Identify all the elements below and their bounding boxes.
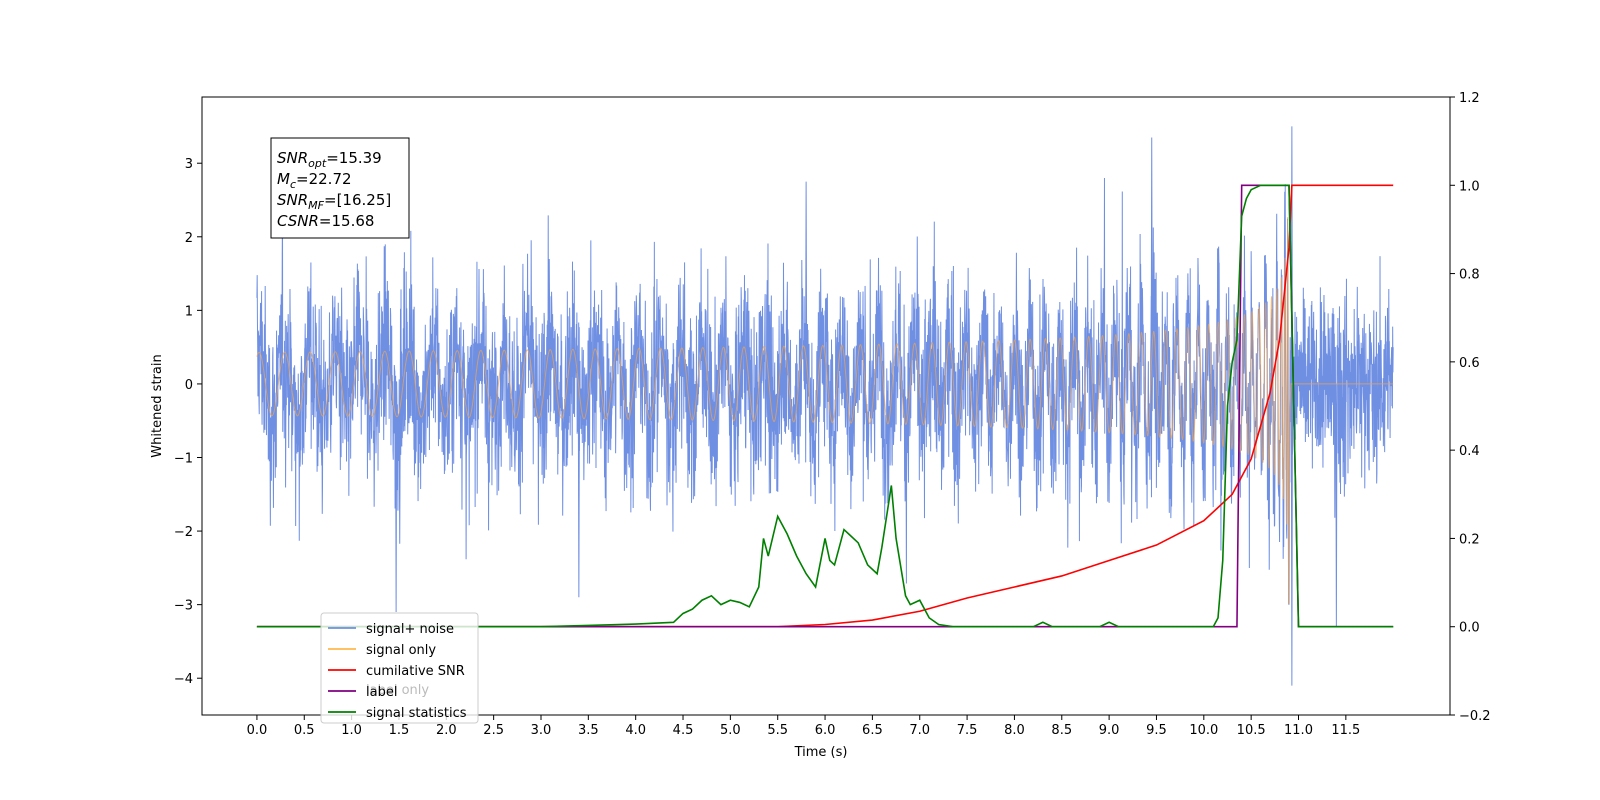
x-tick-label: 11.0: [1284, 723, 1313, 738]
x-axis-ticks: 0.0 0.5 1.0 1.5 2.0 2.5 3.0 3.5 4.0 4.5 5.0 5.5 6.0 6…: [247, 715, 1360, 738]
x-tick-label: 10.0: [1189, 723, 1218, 738]
stats-box-text: SNRopt=15.39 Mc=22.72 SNRMF=[16.25] CSNR=15…: [277, 149, 391, 230]
left-y-axis-title: Whitened strain: [150, 354, 165, 457]
stats-value: =22.72: [296, 170, 352, 188]
left-y-tick-label: −3: [174, 599, 193, 614]
legend-hidden-entry: label only: [366, 683, 429, 698]
left-y-tick-label: −4: [174, 672, 193, 687]
right-y-tick-label: 0.6: [1459, 356, 1480, 371]
left-y-tick-label: −1: [174, 452, 193, 467]
right-y-tick-label: 0.4: [1459, 444, 1480, 459]
right-y-tick-label: 0.2: [1459, 532, 1480, 547]
legend-items: signal+ noise signal only cumilative SNR la…: [328, 622, 467, 721]
stats-subscript: c: [290, 178, 296, 191]
series-layer: [256, 126, 1394, 686]
x-tick-label: 6.5: [862, 723, 883, 738]
x-tick-label: 7.5: [957, 723, 978, 738]
legend-label: signal only: [366, 643, 436, 658]
left-y-tick-label: 3: [185, 157, 193, 172]
stats-subscript: opt: [308, 157, 327, 170]
legend-label: signal statistics: [366, 706, 467, 721]
x-tick-label: 0.5: [294, 723, 315, 738]
x-tick-label: 10.5: [1237, 723, 1266, 738]
x-tick-label: 6.0: [815, 723, 836, 738]
series-line-cumilative-snr: [256, 184, 1394, 628]
stats-symbol: CSNR: [277, 212, 319, 230]
right-y-tick-label: 1.0: [1459, 179, 1480, 194]
legend-label: cumilative SNR: [366, 664, 465, 679]
stats-box: SNRopt=15.39 Mc=22.72 SNRMF=[16.25] CSNR=15…: [270, 137, 410, 239]
left-y-tick-label: 1: [185, 304, 193, 319]
x-tick-label: 7.0: [909, 723, 930, 738]
x-tick-label: 1.5: [389, 723, 410, 738]
x-tick-label: 3.0: [531, 723, 552, 738]
series-line-signal-noise: [256, 126, 1394, 686]
legend-label: label: [366, 685, 397, 700]
stats-subscript: MF: [308, 199, 324, 212]
legend: label only signal+ noise signal only cumil…: [320, 612, 479, 724]
stats-symbol: SNR: [277, 149, 308, 167]
x-tick-label: 2.0: [436, 723, 457, 738]
stats-symbol: SNR: [277, 191, 308, 209]
right-y-tick-label: 1.2: [1459, 91, 1480, 106]
x-tick-label: 9.5: [1146, 723, 1167, 738]
x-tick-label: 2.5: [483, 723, 504, 738]
plot-frame: [201, 96, 1451, 716]
right-y-axis-ticks: 1.2 1.0 0.8 0.6 0.4 0.2 0.0 −0.2: [1450, 91, 1491, 724]
x-tick-label: 1.0: [341, 723, 362, 738]
x-tick-label: 0.0: [247, 723, 268, 738]
stats-value: =[16.25]: [324, 191, 391, 209]
right-y-tick-label: −0.2: [1459, 709, 1491, 724]
x-tick-label: 5.5: [767, 723, 788, 738]
right-y-tick-label: 0.8: [1459, 268, 1480, 283]
left-y-tick-label: 0: [185, 378, 193, 393]
x-tick-label: 3.5: [578, 723, 599, 738]
legend-label: signal+ noise: [366, 622, 454, 637]
left-y-axis-ticks: 3 2 1 0 −1 −2 −3 −4: [174, 157, 202, 687]
series-line-signal-statistics: [256, 184, 1394, 628]
x-tick-label: 11.5: [1331, 723, 1360, 738]
x-tick-label: 4.0: [625, 723, 646, 738]
series-line-signal-only: [256, 217, 1394, 605]
x-axis-title: Time (s): [794, 745, 848, 760]
x-tick-label: 5.0: [720, 723, 741, 738]
stats-value: =15.39: [326, 149, 382, 167]
stats-symbol: M: [277, 170, 290, 188]
x-tick-label: 4.5: [673, 723, 694, 738]
left-y-tick-label: 2: [185, 231, 193, 246]
stats-value: =15.68: [319, 212, 375, 230]
x-tick-label: 8.5: [1051, 723, 1072, 738]
x-tick-label: 8.0: [1004, 723, 1025, 738]
x-tick-label: 9.0: [1099, 723, 1120, 738]
left-y-tick-label: −2: [174, 525, 193, 540]
right-y-tick-label: 0.0: [1459, 621, 1480, 636]
